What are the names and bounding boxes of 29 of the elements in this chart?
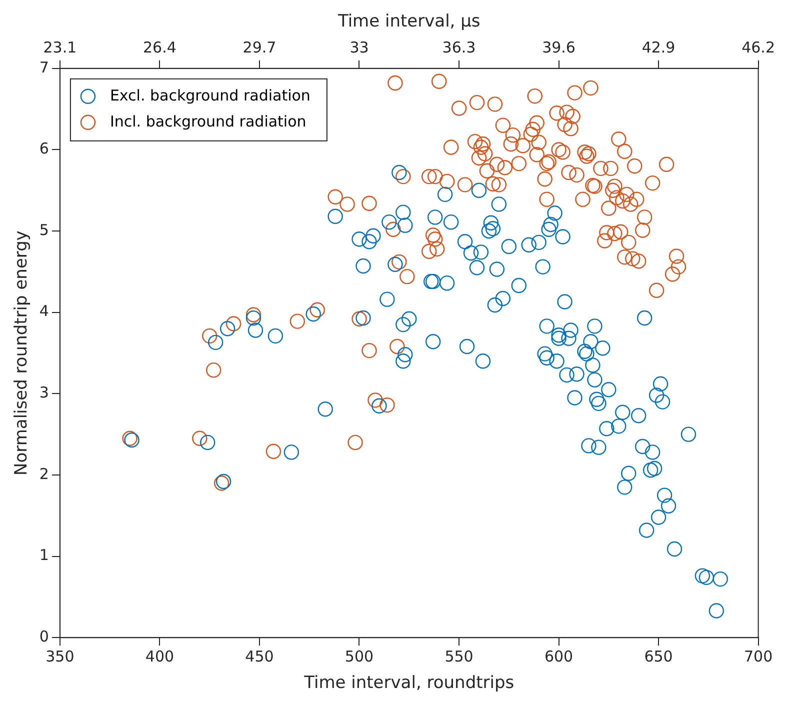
y-tick-label: 0 [39,627,49,646]
x2-tick-label: 36.3 [442,38,476,56]
x2-tick-label: 39.6 [542,38,576,56]
y-tick-label: 5 [39,220,49,239]
x2-axis-title: Time interval, μs [336,12,480,32]
x2-tick-label: 29.7 [242,38,276,56]
x-tick-label: 350 [46,647,74,666]
x-tick-label: 600 [544,647,574,666]
y-tick-label: 7 [39,58,49,76]
x-tick-label: 550 [444,647,474,666]
legend-label: Incl. background radiation [110,112,306,130]
y-tick-label: 4 [39,302,49,320]
y-tick-label: 6 [39,140,49,158]
x2-tick-label: 46.2 [742,38,776,56]
y-axis-title: Normalised roundtrip energy [12,230,32,476]
x-tick-label: 400 [145,647,174,666]
x2-tick-label: 26.4 [143,38,176,56]
y-tick-label: 3 [39,384,49,402]
x-tick-label: 650 [644,647,673,666]
x-tick-label: 700 [744,647,773,666]
x2-tick-label: 33 [350,38,369,56]
x-tick-label: 500 [344,647,374,666]
x-axis-title: Time interval, roundtrips [303,673,514,694]
x-tick-label: 450 [245,647,274,666]
legend-label: Excl. background radiation [110,86,310,104]
x2-tick-label: 42.9 [642,38,676,56]
y-tick-label: 1 [39,546,49,564]
y-tick-label: 2 [39,464,49,483]
x2-tick-label: 23.1 [43,38,77,56]
